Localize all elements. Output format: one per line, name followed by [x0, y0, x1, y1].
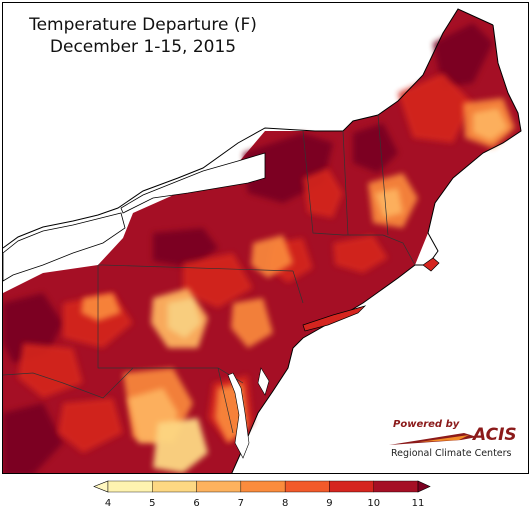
logo-powered-by: Powered by	[393, 419, 460, 430]
legend-colorbar	[93, 480, 431, 493]
lake-huron-canada	[3, 3, 265, 248]
logo-acis-text: ACIS	[473, 425, 517, 445]
map-title: Temperature Departure (F)	[29, 15, 257, 35]
legend-tick-label: 11	[411, 498, 425, 509]
state-boundaries	[3, 114, 416, 434]
map-frame: Temperature Departure (F) December 1-15,…	[2, 2, 529, 474]
canada-border	[3, 8, 494, 249]
legend-swatch	[329, 480, 374, 493]
legend-under-arrow	[93, 480, 109, 493]
map-subtitle: December 1-15, 2015	[49, 37, 237, 57]
legend-tick-label: 5	[149, 498, 156, 509]
legend-over-arrow	[417, 480, 431, 493]
lake-erie	[3, 212, 126, 282]
color-legend: 4 5 6 7 8 9 10 11	[92, 479, 432, 509]
cape-cod	[422, 257, 440, 272]
lake-ontario	[120, 152, 266, 214]
logo-swoosh-icon	[389, 433, 477, 445]
legend-swatch	[196, 480, 242, 493]
acis-logo: Powered by ACIS Regional Climate Centers	[385, 415, 525, 463]
legend-swatch	[373, 480, 419, 493]
anomaly-patches-light	[128, 108, 508, 473]
chesapeake-bay	[227, 372, 250, 459]
legend-swatch	[152, 480, 197, 493]
legend-tick-label: 6	[193, 498, 200, 509]
delaware-bay	[257, 367, 270, 396]
temperature-departure-map	[3, 3, 522, 473]
logo-subtitle: Regional Climate Centers	[391, 448, 512, 459]
legend-tick-label: 4	[104, 498, 112, 509]
legend-tick-label: 9	[326, 498, 333, 509]
long-island	[302, 305, 367, 332]
legend-swatch	[107, 480, 153, 493]
legend-tick-label: 10	[367, 498, 381, 509]
legend-tick-label: 7	[237, 498, 245, 509]
legend-swatch	[240, 480, 286, 493]
legend-swatch	[284, 480, 330, 493]
legend-tick-label: 8	[281, 498, 289, 509]
